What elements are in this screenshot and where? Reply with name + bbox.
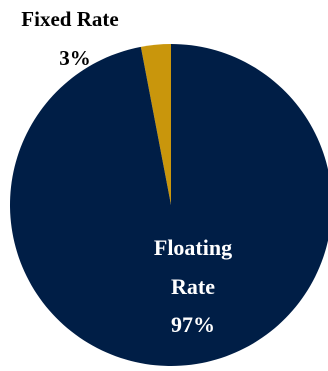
pie-slice-fixed-rate — [140, 44, 171, 205]
pie-slice-floating-rate — [10, 44, 328, 366]
slice-label-floating-rate-line1: Floating — [154, 235, 232, 260]
slice-label-fixed-rate: Fixed Rate — [21, 7, 118, 31]
slice-value-fixed-rate: 3% — [59, 46, 91, 70]
pie-slices — [10, 44, 328, 366]
slice-value-floating-rate: 97% — [171, 312, 215, 337]
slice-label-floating-rate-line2: Rate — [171, 274, 215, 299]
pie-labels: Fixed Rate 3% Floating Rate 97% — [21, 7, 232, 337]
